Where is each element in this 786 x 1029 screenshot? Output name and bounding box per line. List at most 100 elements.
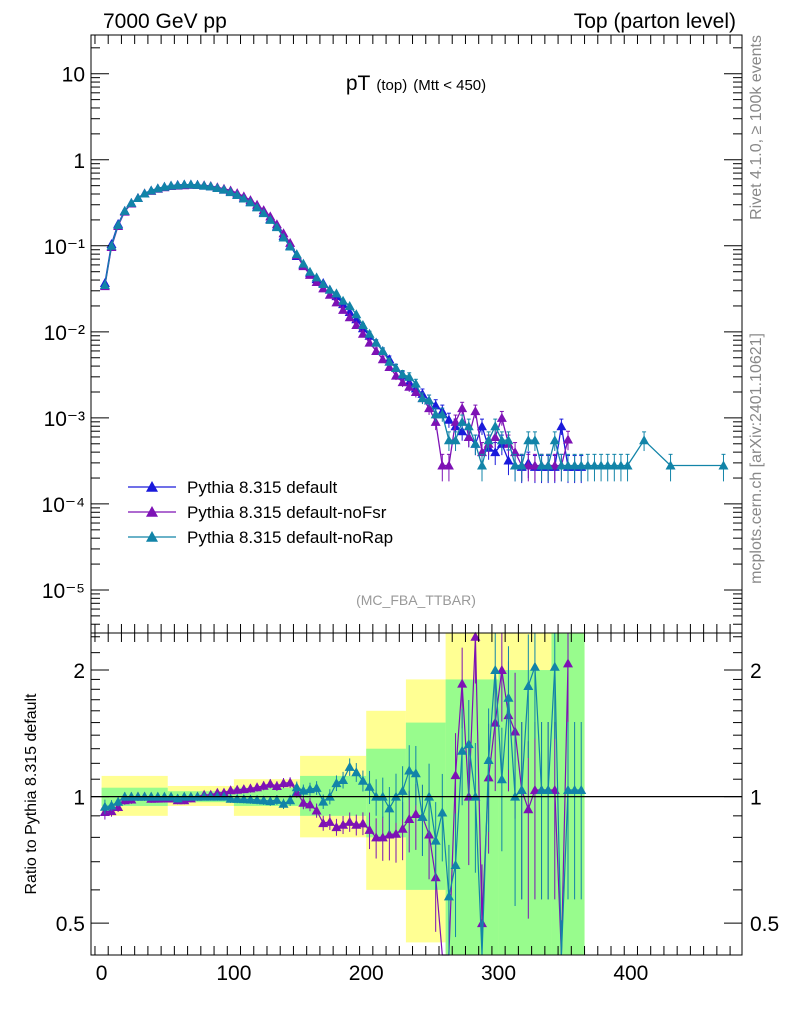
data-point bbox=[351, 320, 362, 330]
ratio-point bbox=[344, 816, 355, 826]
ratio-point bbox=[529, 784, 540, 794]
main-axes: 10 1 10⁻¹ 10⁻² 10⁻³ 10⁻⁴ 10⁻⁵ bbox=[42, 35, 742, 633]
data-point bbox=[113, 219, 124, 229]
rivet-label: Rivet 4.1.0, ≥ 100k events bbox=[748, 35, 765, 220]
ratio-point bbox=[563, 658, 574, 668]
data-point bbox=[563, 460, 574, 470]
data-point bbox=[463, 431, 474, 441]
x-tick-label: 0 bbox=[96, 962, 108, 985]
chart-title-main: pT bbox=[346, 72, 371, 95]
data-point bbox=[437, 460, 448, 470]
data-point bbox=[490, 431, 501, 441]
data-point bbox=[185, 179, 196, 189]
data-point bbox=[99, 280, 110, 290]
ratio-point bbox=[364, 781, 375, 791]
data-point bbox=[212, 182, 223, 192]
data-point bbox=[609, 460, 620, 470]
ratio-point bbox=[470, 631, 481, 641]
data-point bbox=[298, 258, 309, 268]
x-tick-label: 400 bbox=[613, 962, 648, 985]
data-point bbox=[265, 214, 276, 224]
data-point bbox=[404, 381, 415, 391]
x-tick-label: 200 bbox=[349, 962, 384, 985]
ratio-point bbox=[331, 822, 342, 832]
ratio-point bbox=[252, 794, 263, 804]
data-point bbox=[556, 460, 567, 470]
data-point bbox=[549, 435, 560, 445]
ratio-point bbox=[318, 796, 329, 806]
data-point bbox=[364, 337, 375, 347]
ratio-point bbox=[496, 665, 507, 675]
ratio-point bbox=[311, 805, 322, 815]
data-point bbox=[338, 295, 349, 305]
ratio-point bbox=[443, 891, 454, 901]
legend-marker bbox=[146, 481, 158, 492]
data-point bbox=[615, 460, 626, 470]
data-point bbox=[338, 304, 349, 314]
ratio-tick-label: 2 bbox=[73, 660, 85, 683]
ratio-point bbox=[265, 778, 276, 788]
data-point bbox=[483, 435, 494, 445]
ratio-point bbox=[106, 800, 117, 810]
data-point bbox=[430, 409, 441, 419]
ratio-point bbox=[331, 778, 342, 788]
data-point bbox=[510, 460, 521, 470]
data-point bbox=[331, 288, 342, 298]
data-point bbox=[543, 460, 554, 470]
ratio-point bbox=[113, 796, 124, 806]
data-point bbox=[622, 460, 633, 470]
data-point bbox=[496, 412, 507, 422]
ratio-point bbox=[437, 807, 448, 817]
data-point bbox=[490, 421, 501, 431]
ratio-tick-label-right: 0.5 bbox=[750, 913, 779, 936]
y-tick-label: 10⁻¹ bbox=[44, 236, 85, 259]
data-point bbox=[324, 284, 335, 294]
ratio-point bbox=[344, 761, 355, 771]
data-point bbox=[205, 181, 216, 191]
ratio-point bbox=[516, 784, 527, 794]
data-point bbox=[457, 403, 468, 413]
ratio-point bbox=[457, 745, 468, 755]
data-point bbox=[470, 406, 481, 416]
ratio-point bbox=[410, 768, 421, 778]
ratio-point bbox=[549, 661, 560, 671]
data-point bbox=[417, 393, 428, 403]
legend-label: Pythia 8.315 default-noRap bbox=[187, 528, 393, 547]
legend-entry-2: Pythia 8.315 default-noFsr bbox=[128, 503, 387, 522]
ratio-point bbox=[304, 799, 315, 809]
data-point bbox=[357, 328, 368, 338]
legend-label: Pythia 8.315 default-noFsr bbox=[187, 503, 387, 522]
data-point bbox=[576, 460, 587, 470]
data-point bbox=[291, 249, 302, 259]
data-point bbox=[410, 386, 421, 396]
ratio-point bbox=[371, 832, 382, 842]
legend: Pythia 8.315 default Pythia 8.315 default… bbox=[128, 478, 393, 547]
band-68 bbox=[300, 775, 367, 816]
data-point bbox=[490, 447, 501, 457]
data-point bbox=[238, 193, 249, 203]
mcplots-label: mcplots.cern.ch [arXiv:2401.10621] bbox=[748, 333, 765, 584]
ratio-point bbox=[390, 828, 401, 838]
ratio-tick-label-right: 2 bbox=[750, 660, 762, 683]
data-point bbox=[192, 179, 203, 189]
ratio-point bbox=[311, 782, 322, 792]
ratio-point bbox=[404, 765, 415, 775]
ratio-point bbox=[536, 784, 547, 794]
data-point bbox=[569, 460, 580, 470]
data-point bbox=[371, 337, 382, 347]
data-point bbox=[450, 435, 461, 445]
ratio-point bbox=[490, 665, 501, 675]
ratio-point bbox=[430, 835, 441, 845]
legend-marker bbox=[146, 506, 158, 517]
y-tick-label: 1 bbox=[73, 150, 85, 173]
data-point bbox=[424, 403, 435, 413]
data-point bbox=[450, 416, 461, 426]
ratio-axes: 0 100 200 300 400 0.5 0.5 1 1 2 2 bbox=[56, 633, 779, 985]
ratio-point bbox=[232, 793, 243, 803]
chart-title: pT (top) (Mtt < 450) bbox=[346, 72, 486, 95]
data-point bbox=[245, 197, 256, 207]
ratio-frame bbox=[90, 632, 743, 956]
ratio-point bbox=[258, 795, 269, 805]
main-series bbox=[99, 179, 729, 484]
data-point bbox=[106, 240, 117, 250]
